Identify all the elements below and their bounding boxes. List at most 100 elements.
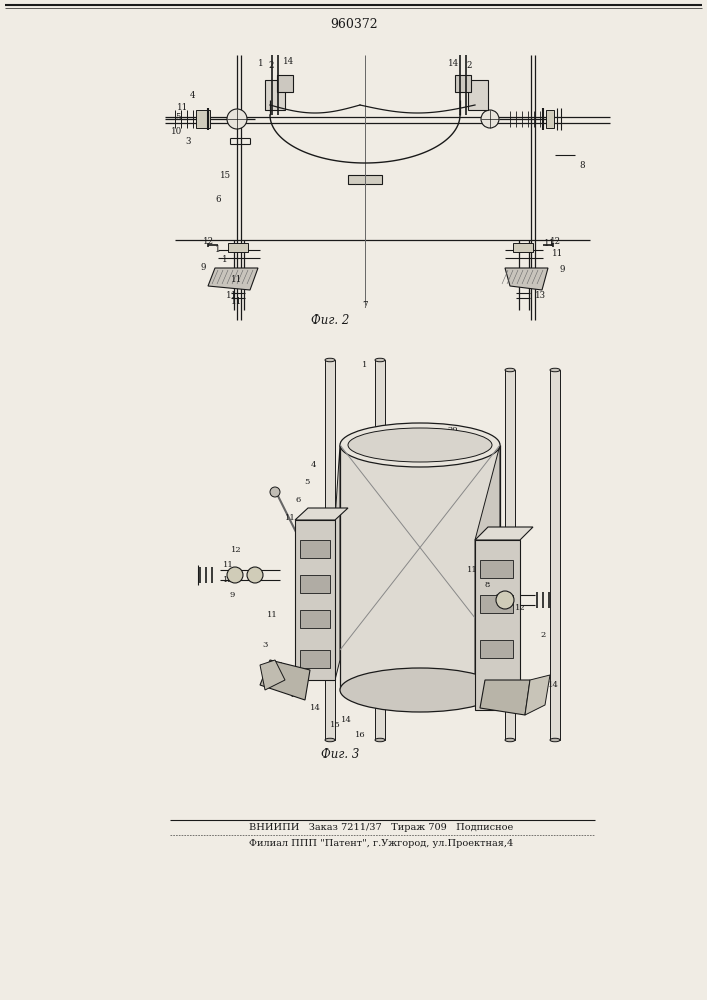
Text: 12: 12 [230, 546, 241, 554]
Text: ВНИИПИ   Заказ 7211/37   Тираж 709   Подписное: ВНИИПИ Заказ 7211/37 Тираж 709 Подписное [249, 824, 513, 832]
Text: 12: 12 [549, 237, 561, 246]
Text: 2: 2 [540, 631, 546, 639]
Polygon shape [468, 80, 488, 110]
Circle shape [270, 487, 280, 497]
Polygon shape [335, 445, 340, 680]
Text: 5: 5 [175, 113, 181, 122]
Text: 15: 15 [329, 721, 340, 729]
Circle shape [481, 110, 499, 128]
Text: 1: 1 [362, 361, 368, 369]
Polygon shape [550, 370, 560, 740]
Text: 13: 13 [534, 290, 546, 300]
Text: 11: 11 [226, 290, 238, 300]
Ellipse shape [348, 428, 492, 462]
Ellipse shape [505, 738, 515, 742]
Polygon shape [475, 527, 533, 540]
Polygon shape [480, 680, 530, 715]
Text: Филиал ППП "Патент", г.Ужгород, ул.Проектная,4: Филиал ППП "Патент", г.Ужгород, ул.Проек… [249, 840, 513, 848]
Ellipse shape [340, 423, 500, 467]
Text: 16: 16 [355, 731, 366, 739]
Text: 12: 12 [515, 604, 525, 612]
Polygon shape [265, 80, 285, 110]
Polygon shape [295, 508, 348, 520]
Circle shape [496, 591, 514, 609]
Circle shape [247, 567, 263, 583]
Text: 11: 11 [231, 275, 243, 284]
Text: 11: 11 [552, 248, 563, 257]
Text: 13: 13 [495, 594, 506, 602]
Ellipse shape [325, 358, 335, 362]
Text: 10: 10 [171, 126, 182, 135]
Text: 12: 12 [202, 237, 214, 246]
Text: 3: 3 [185, 136, 191, 145]
Text: 13: 13 [290, 691, 300, 699]
Text: 9: 9 [229, 591, 235, 599]
Polygon shape [260, 660, 310, 700]
Polygon shape [325, 360, 335, 740]
Text: Фиг. 2: Фиг. 2 [311, 314, 349, 326]
Ellipse shape [550, 738, 560, 742]
Bar [340, 445, 500, 690]
Polygon shape [513, 243, 533, 252]
Text: 9: 9 [200, 263, 206, 272]
Text: 15: 15 [219, 170, 230, 180]
Text: 960372: 960372 [330, 17, 378, 30]
Polygon shape [480, 640, 513, 658]
Text: 14: 14 [547, 681, 559, 689]
Text: 6: 6 [215, 196, 221, 205]
Text: 14: 14 [448, 58, 459, 68]
Text: 14: 14 [282, 57, 293, 66]
Polygon shape [300, 575, 330, 593]
Ellipse shape [340, 668, 500, 712]
Ellipse shape [505, 368, 515, 372]
Polygon shape [505, 268, 548, 290]
Ellipse shape [375, 738, 385, 742]
Text: 12: 12 [223, 576, 233, 584]
Polygon shape [505, 370, 515, 740]
Text: 11: 11 [285, 514, 296, 522]
Polygon shape [480, 560, 513, 578]
Text: 11: 11 [467, 566, 477, 574]
Text: 11: 11 [177, 103, 189, 111]
Polygon shape [277, 75, 293, 92]
Polygon shape [375, 360, 385, 740]
Polygon shape [455, 75, 471, 92]
Polygon shape [295, 520, 335, 680]
Ellipse shape [550, 368, 560, 372]
Polygon shape [300, 540, 330, 558]
Text: 3: 3 [262, 641, 268, 649]
Text: 1: 1 [215, 245, 221, 254]
Text: Фиг. 3: Фиг. 3 [321, 748, 359, 762]
Ellipse shape [325, 738, 335, 742]
Circle shape [227, 109, 247, 129]
Text: 14: 14 [310, 704, 320, 712]
Polygon shape [525, 675, 550, 715]
Polygon shape [480, 595, 513, 613]
Polygon shape [228, 243, 248, 252]
Text: 5: 5 [304, 478, 310, 486]
Polygon shape [475, 540, 520, 710]
Polygon shape [546, 110, 554, 128]
Text: 6: 6 [296, 496, 300, 504]
Text: 4: 4 [310, 461, 316, 469]
Polygon shape [208, 268, 258, 290]
Text: 11: 11 [223, 561, 233, 569]
Text: 8: 8 [579, 160, 585, 169]
Polygon shape [196, 110, 210, 128]
Text: 13: 13 [273, 661, 284, 669]
Text: 11: 11 [231, 298, 243, 306]
Text: 2: 2 [268, 60, 274, 70]
Text: 1: 1 [258, 58, 264, 68]
Circle shape [227, 567, 243, 583]
Text: 8: 8 [484, 581, 490, 589]
Ellipse shape [375, 358, 385, 362]
Text: 4: 4 [190, 92, 196, 101]
Polygon shape [260, 660, 285, 690]
Text: 20: 20 [448, 426, 458, 434]
Polygon shape [300, 650, 330, 668]
Text: 11: 11 [267, 611, 277, 619]
Text: 2: 2 [466, 60, 472, 70]
Polygon shape [300, 610, 330, 628]
Polygon shape [348, 175, 382, 184]
Text: 14: 14 [341, 716, 351, 724]
